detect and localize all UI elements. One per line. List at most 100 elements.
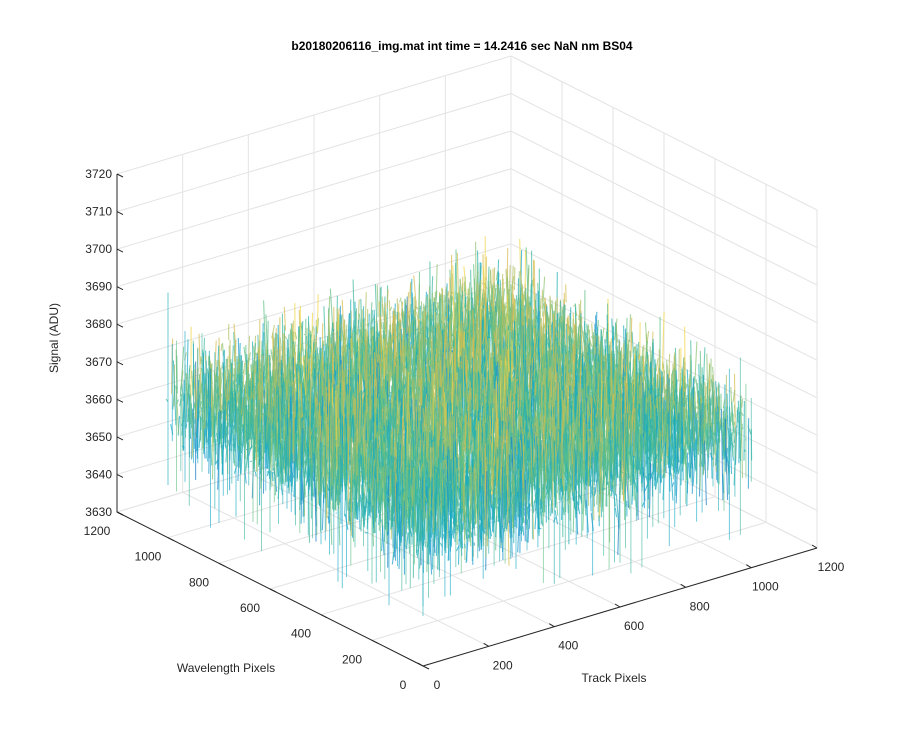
surface-spike: [420, 341, 423, 378]
surface-spike: [199, 383, 202, 409]
surface-spike: [424, 335, 428, 347]
surface-spike: [473, 264, 476, 314]
surface-spike: [463, 266, 467, 296]
surface-spike: [428, 358, 432, 362]
surface-spike: [389, 346, 392, 372]
surface-spike: [299, 379, 302, 385]
surface-spike: [462, 276, 465, 335]
surface-spike: [265, 405, 270, 442]
surface-spike: [387, 371, 390, 381]
surface-spike: [300, 383, 303, 420]
grid-line: [371, 521, 767, 641]
surface-spike: [254, 471, 257, 477]
surface-spike: [224, 400, 227, 444]
surface-spike: [450, 291, 454, 295]
surface-spike: [292, 380, 295, 464]
surface-spike: [320, 341, 324, 386]
surface-spike: [427, 286, 431, 321]
surface-spike: [225, 445, 228, 463]
surface-spike: [245, 442, 250, 472]
surface-spike: [572, 329, 575, 333]
surface-spike: [511, 327, 515, 333]
surface-spike: [271, 471, 274, 482]
surface-spike: [482, 331, 486, 344]
surface-spike: [260, 340, 263, 373]
surface-spike: [313, 336, 318, 353]
surface-spike: [310, 462, 312, 519]
surface-spike: [297, 468, 300, 471]
surface-spike: [378, 354, 382, 387]
surface-spike: [517, 311, 522, 341]
surface-spike: [381, 379, 385, 397]
surface-spike: [361, 392, 365, 404]
surface-spike: [262, 391, 267, 409]
surface-spike: [490, 300, 493, 308]
surface-spike: [502, 325, 505, 345]
surface-spike: [376, 284, 379, 318]
surface-spike: [307, 359, 310, 381]
surface-spike: [544, 335, 547, 363]
surface-spike: [262, 424, 265, 481]
surface-spike: [387, 372, 392, 395]
surface-spike: [504, 313, 507, 328]
surface-spike: [412, 321, 414, 366]
surface-spike: [501, 316, 504, 326]
surface-spike: [304, 440, 307, 449]
surface-spike: [278, 383, 281, 387]
surface-spike: [271, 396, 274, 410]
surface-spike: [253, 345, 256, 364]
surface-spike: [407, 306, 411, 333]
surface-spike: [341, 299, 345, 341]
surface-spike: [467, 329, 470, 333]
surface-spike: [535, 329, 540, 348]
surface-spike: [449, 277, 451, 310]
surface-spike: [539, 326, 542, 364]
surface-spike: [249, 445, 253, 450]
surface-spike: [304, 458, 307, 463]
surface-spike: [503, 302, 507, 320]
surface-spike: [257, 429, 262, 433]
surface-spike: [366, 397, 370, 402]
surface-spike: [426, 357, 429, 382]
surface-spike: [385, 378, 388, 387]
surface-spike: [549, 324, 553, 356]
surface-spike: [443, 333, 446, 359]
surface-spike: [369, 302, 373, 349]
surface-spike: [535, 370, 538, 373]
surface-spike: [506, 308, 511, 331]
surface-spike: [393, 336, 397, 360]
surface-spike: [503, 304, 506, 335]
surface-spike: [495, 271, 499, 281]
surface-spike: [262, 427, 266, 470]
surface-spike: [488, 270, 492, 303]
surface-spike: [377, 366, 380, 382]
surface-spike: [403, 388, 407, 410]
surface-spike: [365, 370, 368, 449]
surface-spike: [270, 349, 274, 361]
surface-spike: [494, 332, 498, 356]
surface-spike: [418, 367, 422, 378]
surface-spike: [291, 461, 295, 493]
surface-spike: [380, 315, 382, 353]
surface-spike: [409, 343, 413, 376]
surface-spike: [385, 314, 388, 334]
surface-spike: [434, 304, 438, 312]
surface-spike: [278, 397, 282, 421]
surface-spike: [406, 292, 410, 334]
surface-spike: [266, 421, 269, 445]
surface-spike: [396, 350, 399, 385]
surface-spike: [406, 342, 409, 364]
surface-spike: [534, 293, 537, 336]
surface-spike: [283, 306, 287, 331]
surface-spike: [356, 328, 359, 336]
surface-spike: [424, 381, 427, 390]
surface-spike: [270, 410, 274, 415]
surface-spike: [385, 347, 388, 372]
surface-spike: [449, 310, 453, 331]
surface-spike: [439, 329, 442, 336]
surface-spike: [297, 440, 300, 463]
surface-spike: [562, 305, 566, 349]
surface-spike: [440, 313, 443, 324]
surface-spike: [327, 309, 331, 356]
surface-spike: [471, 312, 473, 325]
